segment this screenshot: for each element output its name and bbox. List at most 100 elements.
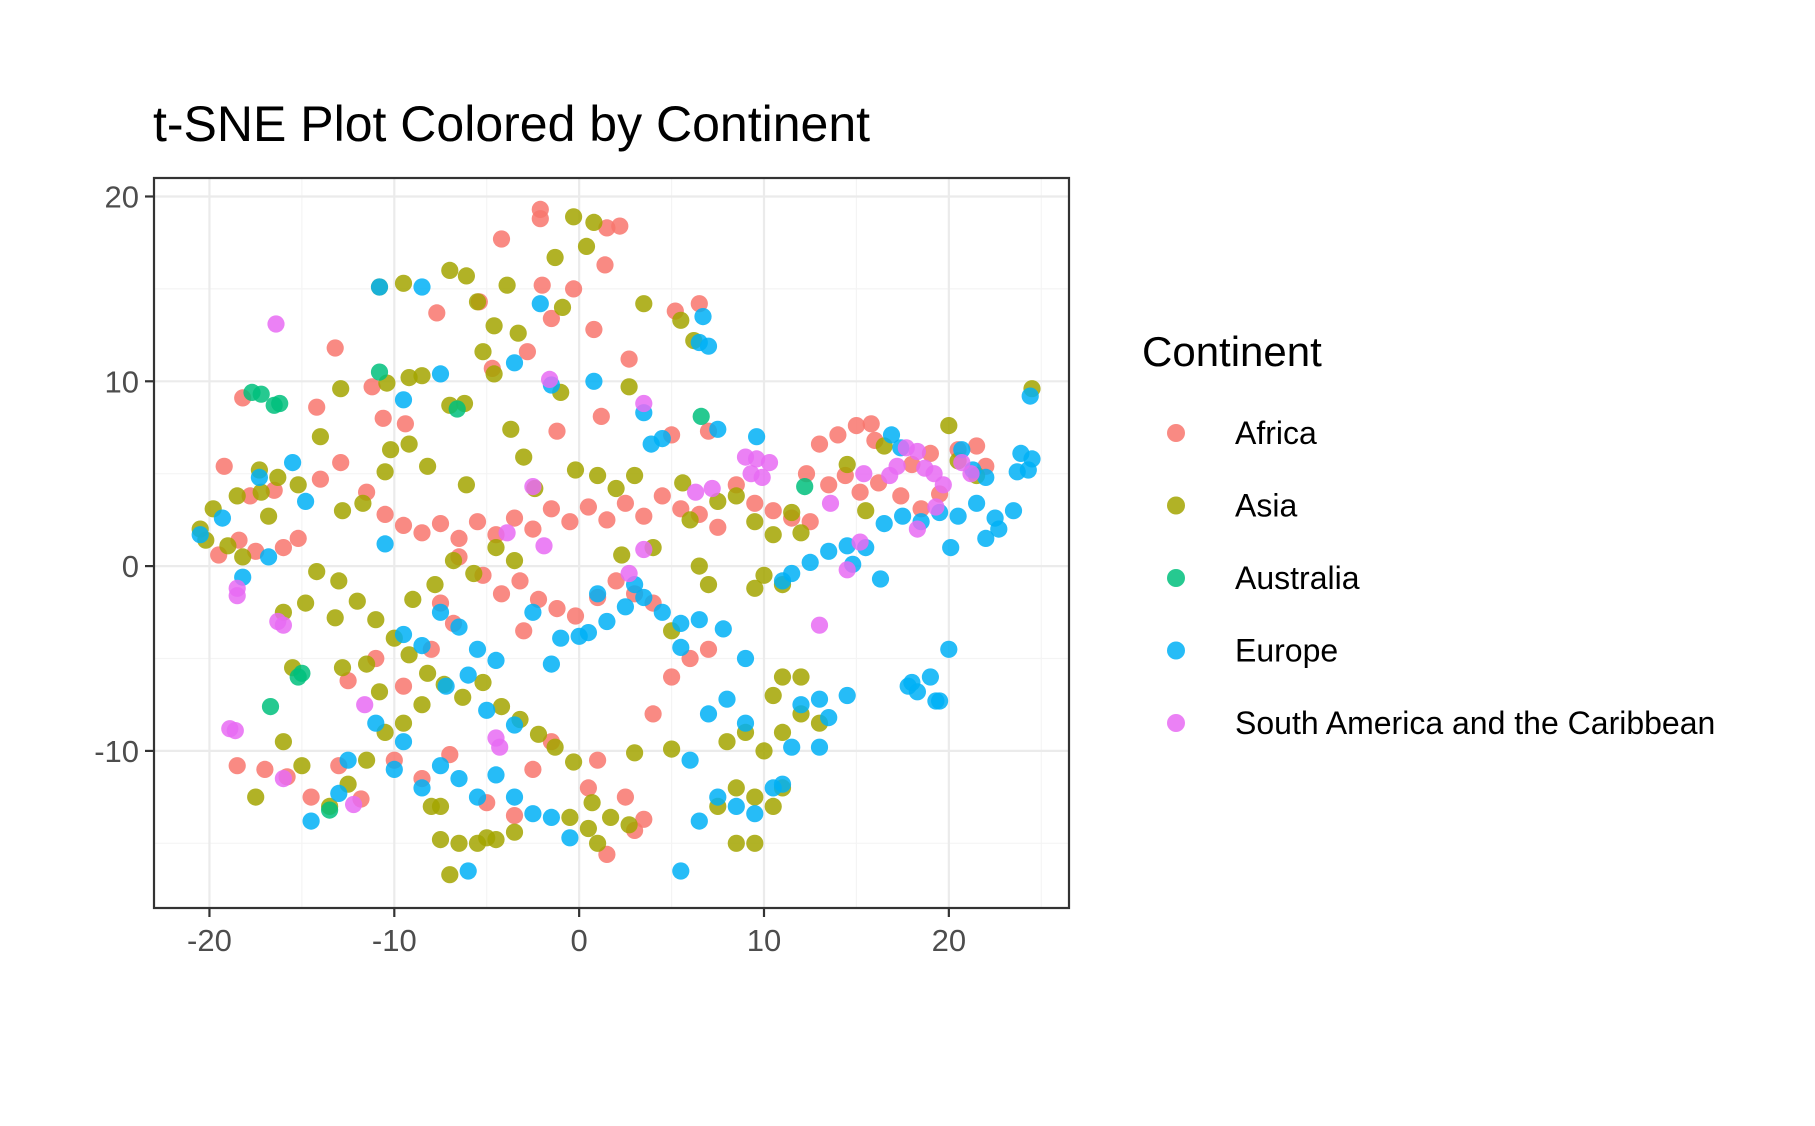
data-point — [598, 511, 616, 529]
data-point — [589, 834, 607, 852]
data-point — [773, 572, 792, 590]
data-point — [326, 339, 344, 357]
data-point — [882, 426, 901, 444]
data-point — [566, 607, 585, 625]
data-point — [888, 457, 906, 475]
data-point — [431, 757, 450, 775]
data-point — [626, 466, 644, 485]
data-point — [783, 738, 801, 756]
data-point — [672, 862, 690, 880]
data-point — [1021, 387, 1039, 405]
data-point — [764, 686, 782, 705]
data-point — [492, 698, 511, 716]
data-point — [1004, 502, 1023, 520]
data-point — [942, 539, 960, 557]
data-point — [542, 655, 561, 673]
data-point — [585, 213, 603, 231]
data-point — [274, 770, 292, 788]
data-point — [690, 812, 708, 830]
data-point — [875, 515, 893, 533]
data-point — [505, 716, 524, 734]
data-point — [271, 394, 289, 413]
data-point — [692, 407, 710, 425]
data-point — [413, 779, 431, 797]
data-point — [764, 526, 782, 544]
data-point — [457, 476, 475, 494]
data-point — [699, 640, 718, 658]
data-point — [505, 509, 524, 527]
data-point — [903, 673, 921, 692]
data-point — [426, 576, 444, 594]
data-point — [561, 808, 579, 827]
data-point — [927, 692, 945, 710]
data-point — [773, 723, 792, 742]
series-europe — [191, 278, 1041, 880]
data-point — [524, 478, 542, 496]
data-point — [642, 435, 660, 453]
data-point — [542, 309, 561, 328]
data-point — [394, 677, 413, 695]
data-point — [565, 753, 583, 771]
data-point — [370, 683, 389, 701]
data-point — [358, 751, 376, 769]
data-point — [332, 380, 350, 398]
data-point — [773, 775, 792, 793]
data-point — [542, 808, 561, 827]
data-point — [589, 466, 607, 485]
data-point — [635, 810, 653, 828]
data-point — [949, 507, 967, 525]
data-point — [339, 751, 357, 769]
data-point — [400, 435, 418, 453]
data-point — [565, 208, 583, 226]
data-point — [940, 640, 958, 658]
data-point — [727, 779, 745, 797]
data-point — [454, 688, 472, 706]
data-point — [374, 409, 392, 427]
data-point — [663, 740, 681, 758]
data-point — [428, 304, 446, 322]
data-point — [736, 714, 755, 732]
data-point — [376, 505, 394, 523]
data-point — [511, 572, 529, 590]
data-point — [524, 760, 542, 779]
data-point — [598, 219, 616, 237]
data-point — [561, 829, 579, 847]
legend-item: Europe — [1167, 633, 1338, 669]
data-point — [821, 494, 840, 512]
data-point — [616, 788, 635, 806]
data-point — [518, 343, 537, 361]
data-point — [450, 529, 468, 548]
data-point — [356, 696, 374, 714]
data-point — [321, 801, 339, 819]
data-point — [851, 533, 869, 551]
data-point — [703, 479, 721, 498]
data-point — [912, 500, 930, 518]
data-point — [450, 618, 468, 636]
data-point — [690, 295, 708, 313]
data-point — [690, 557, 708, 575]
data-point — [413, 367, 431, 385]
data-point — [847, 417, 866, 435]
data-point — [760, 454, 779, 472]
data-point — [243, 383, 261, 401]
data-point — [400, 646, 418, 664]
data-point — [635, 588, 653, 607]
data-point — [394, 714, 413, 732]
data-point — [215, 457, 233, 475]
data-point — [690, 333, 708, 352]
data-point — [746, 513, 764, 531]
data-point — [635, 540, 653, 559]
data-point — [394, 391, 413, 409]
data-point — [953, 441, 971, 459]
points-layer — [191, 200, 1041, 884]
data-point — [326, 609, 344, 627]
data-point — [261, 698, 280, 716]
data-point — [820, 476, 838, 494]
data-point — [699, 576, 718, 594]
data-point — [553, 298, 572, 316]
data-point — [289, 529, 307, 548]
data-point — [524, 520, 542, 538]
data-point — [746, 494, 764, 512]
data-point — [370, 278, 389, 296]
data-point — [838, 561, 856, 579]
